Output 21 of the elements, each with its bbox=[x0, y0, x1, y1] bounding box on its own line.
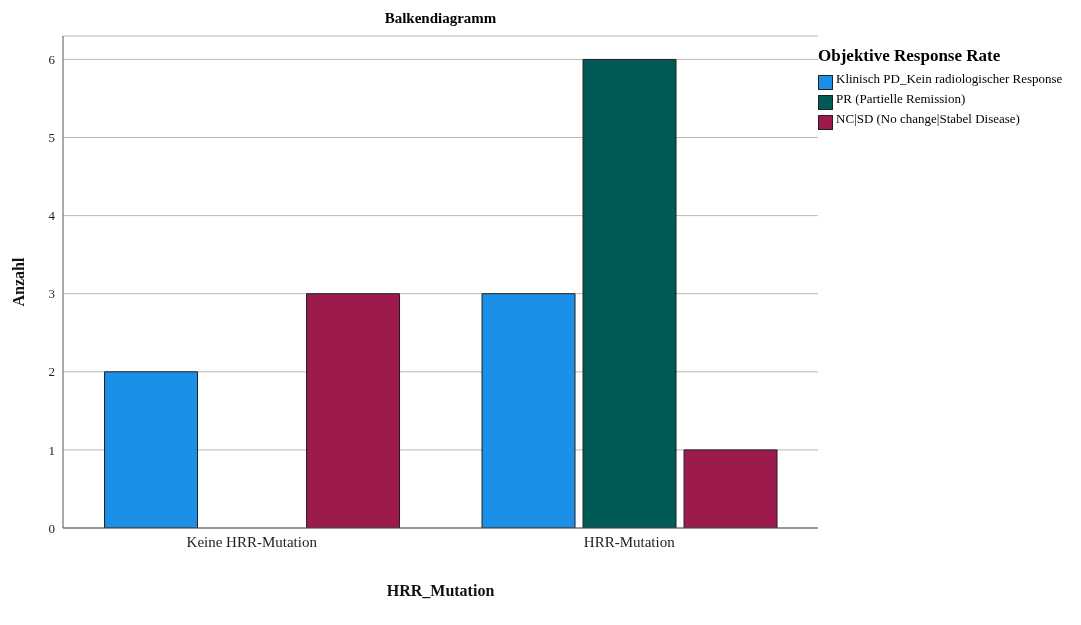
legend-title: Objektive Response Rate bbox=[818, 46, 1002, 66]
bar bbox=[306, 293, 401, 528]
y-tick-label: 5 bbox=[48, 130, 55, 146]
y-tick-label: 2 bbox=[48, 364, 55, 380]
bar bbox=[582, 58, 677, 528]
x-axis-title: HRR_Mutation bbox=[386, 582, 495, 599]
bar bbox=[683, 449, 778, 528]
legend-label: NC|SD (No change|Stabel Disease) bbox=[836, 111, 1020, 126]
chart-title: Balkendiagramm bbox=[383, 10, 498, 27]
legend-label: PR (Partielle Remission) bbox=[836, 91, 966, 106]
x-tick-label: Keine HRR-Mutation bbox=[186, 533, 318, 550]
y-tick-label: 3 bbox=[48, 286, 55, 302]
y-tick-label: 0 bbox=[48, 520, 55, 536]
y-tick-label: 4 bbox=[48, 208, 56, 224]
legend-label: Klinisch PD_Kein radiologischer Response bbox=[836, 71, 1063, 86]
x-tick-label: HRR-Mutation bbox=[583, 533, 676, 550]
y-tick-label: 1 bbox=[48, 442, 55, 458]
bar bbox=[104, 371, 199, 528]
y-tick-label: 6 bbox=[48, 52, 56, 68]
y-axis-title: Anzahl bbox=[9, 257, 27, 307]
bar bbox=[481, 293, 576, 528]
